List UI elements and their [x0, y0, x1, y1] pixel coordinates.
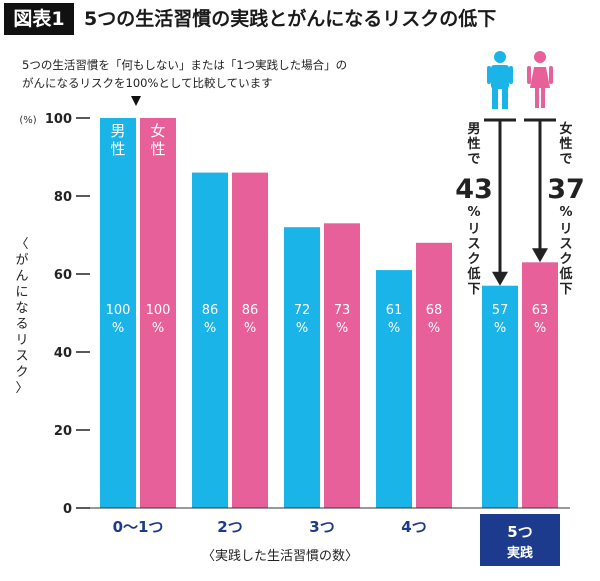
annotation-unit-female: %: [559, 205, 572, 220]
highlight-box: [480, 514, 560, 566]
legend-male: 男性: [110, 122, 125, 158]
chart-note: 5つの生活習慣を「何もしない」または「1つ実践した場合」の がんになるリスクを1…: [22, 56, 482, 92]
person-leg: [541, 88, 545, 108]
bar-male: [100, 118, 136, 508]
note-line-1: 5つの生活習慣を「何もしない」または「1つ実践した場合」の: [22, 58, 348, 72]
bar-value-label: 86: [242, 303, 259, 318]
bar-value-label: 63: [532, 303, 549, 318]
male-person-icon: [487, 51, 513, 109]
y-tick-label: 0: [63, 502, 72, 517]
bar-value-label: 73: [334, 303, 351, 318]
bar-female: [140, 118, 176, 508]
bar-value-label: 100: [106, 303, 131, 318]
figure-badge: 図表1: [4, 3, 74, 35]
bar-value-unit: %: [388, 321, 400, 336]
chart-title: 5つの生活習慣の実践とがんになるリスクの低下: [84, 8, 497, 30]
person-head: [494, 51, 506, 63]
annotation-suffix-male: リスク低下: [466, 222, 480, 297]
bar-male: [482, 285, 518, 508]
bar-value-unit: %: [336, 321, 348, 336]
person-head: [534, 51, 546, 63]
x-category-label: 3つ: [309, 518, 334, 536]
person-leg: [502, 88, 508, 109]
bar-female: [232, 172, 268, 508]
x-axis-label: 〈実践した生活習慣の数〉: [202, 548, 358, 564]
bar-value-unit: %: [244, 321, 256, 336]
bar-value-unit: %: [112, 321, 124, 336]
person-leg: [492, 88, 498, 109]
bar-value-unit: %: [204, 321, 216, 336]
annotation-prefix-female: 女性で: [559, 121, 572, 167]
bar-male: [284, 227, 320, 508]
bar-female: [522, 262, 558, 508]
y-axis-label: 〈がんになるリスク〉: [15, 237, 28, 396]
annotation-suffix-female: リスク低下: [558, 222, 572, 297]
bar-value-unit: %: [152, 321, 164, 336]
bar-male: [376, 270, 412, 508]
x-category-label: 2つ: [217, 518, 242, 536]
bar-value-label: 68: [426, 303, 443, 318]
y-tick-label: 80: [54, 190, 72, 205]
bar-value-label: 72: [294, 303, 311, 318]
x-category-label: 4つ: [401, 518, 426, 536]
person-dress: [530, 67, 550, 88]
bar-female: [416, 242, 452, 509]
annotation-unit-male: %: [467, 205, 480, 220]
bar-value-label: 86: [202, 303, 219, 318]
legend-female: 女性: [150, 122, 165, 158]
person-arm: [509, 66, 513, 84]
person-leg: [535, 88, 539, 108]
y-tick-label: 40: [54, 346, 72, 361]
y-tick-label: 100: [45, 112, 72, 127]
female-person-icon: [527, 51, 553, 108]
x-category-label: 0〜1つ: [113, 518, 164, 536]
bar-value-unit: %: [534, 321, 546, 336]
note-line-2: がんになるリスクを100%として比較しています: [22, 76, 273, 90]
annotation-value-female: 37: [547, 174, 585, 205]
annotation-value-male: 43: [455, 174, 493, 205]
bar-value-unit: %: [296, 321, 308, 336]
x-category-label: 5つ: [507, 523, 532, 541]
person-torso: [491, 65, 509, 89]
y-axis-unit: (%): [19, 115, 36, 126]
y-tick-label: 20: [54, 424, 72, 439]
bar-value-unit: %: [494, 321, 506, 336]
down-triangle-icon: [131, 96, 141, 106]
bar-value-unit: %: [428, 321, 440, 336]
bar-female: [324, 223, 360, 509]
person-arm: [549, 66, 553, 84]
annotation-arrowhead-male: [492, 271, 508, 286]
person-arm: [527, 66, 531, 84]
bar-value-label: 100: [146, 303, 171, 318]
person-arm: [487, 66, 491, 84]
annotation-prefix-male: 男性で: [467, 122, 480, 167]
bar-male: [192, 172, 228, 508]
bar-value-label: 61: [386, 303, 403, 318]
bar-value-label: 57: [492, 303, 509, 318]
annotation-arrowhead-female: [532, 248, 548, 263]
x-category-label: 実践: [507, 545, 533, 561]
y-tick-label: 60: [54, 268, 72, 283]
